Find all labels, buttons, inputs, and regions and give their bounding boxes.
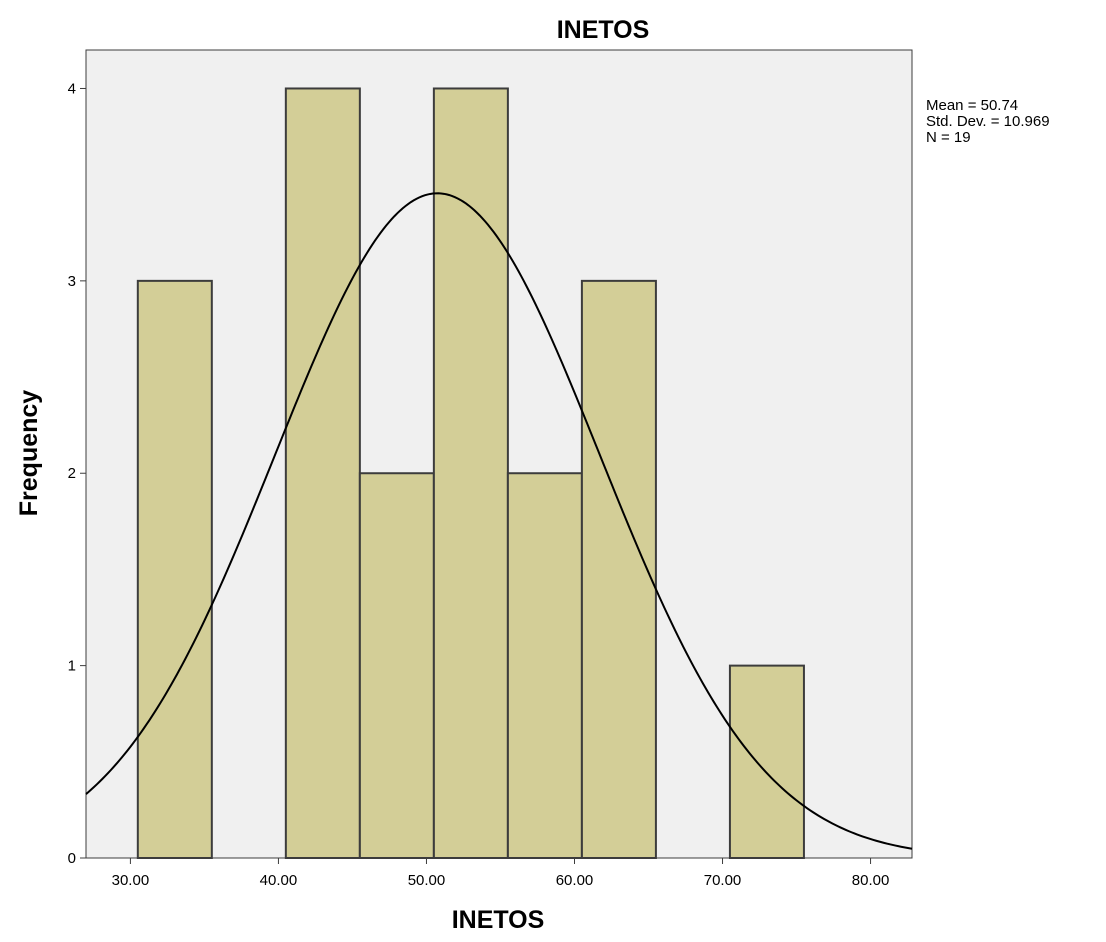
x-tick-label: 50.00: [408, 872, 446, 889]
stats-line: Mean = 50.74: [926, 97, 1018, 114]
y-axis: 0 1 2 3 4: [68, 80, 86, 867]
stats-line: Std. Dev. = 10.969: [926, 113, 1050, 130]
normal-curve-layer: [85, 192, 913, 850]
x-tick-label: 80.00: [852, 872, 890, 889]
histogram-bar: [432, 87, 509, 859]
y-tick-label: 0: [68, 850, 76, 867]
normal-curve: [85, 192, 913, 850]
histogram-bar: [506, 472, 583, 859]
y-tick-label: 1: [68, 658, 76, 675]
x-tick-label: 40.00: [260, 872, 298, 889]
histogram-bars: [136, 87, 805, 860]
histogram-bar: [728, 664, 805, 859]
x-tick-label: 70.00: [704, 872, 742, 889]
x-tick-label: 60.00: [556, 872, 594, 889]
y-tick-label: 3: [68, 273, 76, 290]
histogram-bar: [358, 472, 435, 859]
chart-title: INETOS: [557, 16, 650, 44]
y-tick-label: 4: [68, 80, 76, 97]
x-tick-label: 30.00: [112, 872, 150, 889]
histogram-bar: [580, 279, 657, 860]
y-axis-label: Frequency: [15, 390, 43, 517]
y-tick-label: 2: [68, 465, 76, 482]
x-axis: 30.00 40.00 50.00 60.00 70.00 80.00: [112, 858, 890, 889]
histogram-bar: [284, 87, 361, 859]
stats-line: N = 19: [926, 129, 971, 146]
histogram-bar: [136, 279, 213, 860]
x-axis-label: INETOS: [452, 906, 545, 934]
